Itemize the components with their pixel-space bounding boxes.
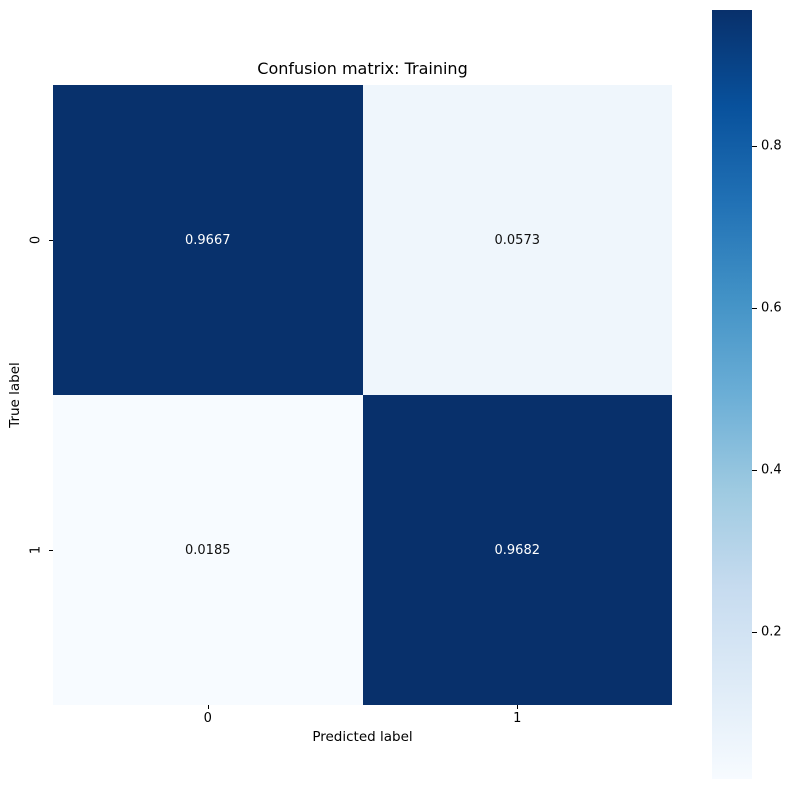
confusion-matrix-heatmap: 0.9667 0.0573 0.0185 0.9682: [53, 85, 672, 705]
colorbar-tick-mark: [752, 632, 757, 634]
chart-title: Confusion matrix: Training: [257, 59, 468, 78]
y-tick-label: 1: [28, 545, 44, 555]
cell-annotation: 0.9682: [494, 542, 541, 558]
y-tick-mark: [49, 550, 53, 551]
heatmap-cell-1-0: 0.0185: [53, 395, 363, 705]
colorbar: [712, 10, 752, 779]
heatmap-cell-1-1: 0.9682: [362, 395, 672, 705]
x-tick-label: 1: [513, 711, 522, 726]
heatmap-cell-0-1: 0.0573: [362, 85, 672, 395]
y-tick-label: 0: [28, 235, 44, 245]
colorbar-tick-label: 0.8: [761, 138, 782, 154]
y-axis-label: True label: [7, 362, 23, 428]
cell-annotation: 0.9667: [185, 232, 231, 248]
colorbar-tick-label: 0.2: [761, 624, 782, 640]
colorbar-tick-mark: [752, 146, 757, 148]
cell-annotation: 0.0185: [185, 542, 231, 558]
y-tick-mark: [49, 240, 53, 241]
colorbar-tick-mark: [752, 470, 757, 472]
x-tick-mark: [517, 705, 519, 709]
colorbar-tick-mark: [752, 308, 757, 310]
colorbar-tick-label: 0.4: [761, 462, 782, 478]
colorbar-tick-label: 0.6: [761, 300, 782, 316]
x-tick-label: 0: [203, 711, 212, 726]
x-axis-label: Predicted label: [312, 729, 413, 745]
heatmap-cell-0-0: 0.9667: [53, 85, 363, 395]
cell-annotation: 0.0573: [494, 232, 541, 248]
x-tick-mark: [207, 705, 209, 709]
